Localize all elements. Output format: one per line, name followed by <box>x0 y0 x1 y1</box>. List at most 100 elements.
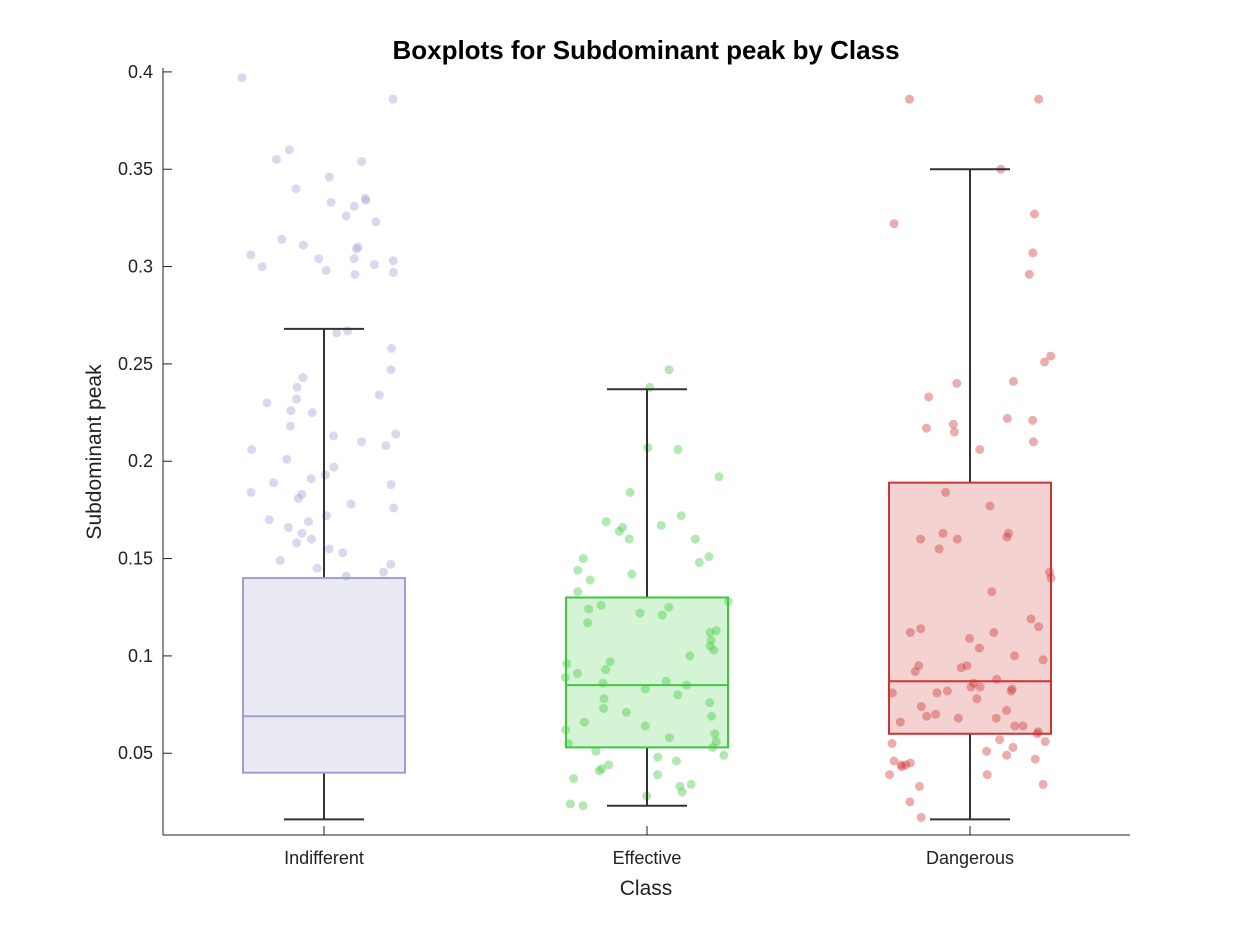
data-point-indifferent <box>351 244 361 254</box>
jitter-points <box>237 73 1056 822</box>
data-point-indifferent <box>257 262 267 272</box>
data-point-dangerous <box>1040 737 1050 747</box>
data-point-effective <box>599 703 609 713</box>
data-point-indifferent <box>272 154 282 164</box>
data-point-dangerous <box>905 797 915 807</box>
data-point-indifferent <box>329 462 339 472</box>
data-point-indifferent <box>306 474 316 484</box>
axes: 0.05 0.1 0.15 0.2 0.25 0.3 0.35 0.4 Indifferent E… <box>118 62 1130 868</box>
data-point-effective <box>601 517 611 527</box>
data-point-dangerous <box>1008 376 1018 386</box>
y-tick-label: 0.25 <box>118 354 153 374</box>
data-point-dangerous <box>889 756 899 766</box>
data-point-effective <box>599 694 609 704</box>
data-point-dangerous <box>1002 750 1012 760</box>
data-point-indifferent <box>298 240 308 250</box>
data-point-dangerous <box>897 762 907 772</box>
data-point-indifferent <box>388 256 398 266</box>
data-point-dangerous <box>989 628 999 638</box>
data-point-effective <box>579 717 589 727</box>
data-point-indifferent <box>374 390 384 400</box>
x-tick-label-effective: Effective <box>613 848 682 868</box>
data-point-effective <box>625 487 635 497</box>
data-point-effective <box>584 604 594 614</box>
data-point-effective <box>573 587 583 597</box>
data-point-dangerous <box>1008 742 1018 752</box>
data-point-effective <box>565 799 575 809</box>
data-point-dangerous <box>901 760 911 770</box>
data-point-dangerous <box>991 713 1001 723</box>
data-point-effective <box>614 526 624 536</box>
data-point-effective <box>664 733 674 743</box>
data-point-dangerous <box>887 739 897 749</box>
data-point-effective <box>671 756 681 766</box>
data-point-dangerous <box>1040 357 1050 367</box>
data-point-dangerous <box>1028 415 1038 425</box>
data-point-dangerous <box>985 501 995 511</box>
data-point-indifferent <box>285 421 295 431</box>
data-point-effective <box>705 641 715 651</box>
data-point-dangerous <box>1002 532 1012 542</box>
data-point-indifferent <box>386 365 396 375</box>
data-point-indifferent <box>381 441 391 451</box>
data-point-effective <box>572 668 582 678</box>
data-point-effective <box>694 557 704 567</box>
data-point-indifferent <box>292 382 302 392</box>
data-point-dangerous <box>1028 437 1038 447</box>
data-point-dangerous <box>942 686 952 696</box>
data-point-effective <box>705 628 715 638</box>
y-tick-label: 0.2 <box>128 451 153 471</box>
data-point-dangerous <box>916 534 926 544</box>
data-point-indifferent <box>291 394 301 404</box>
data-point-dangerous <box>1010 721 1020 731</box>
data-point-dangerous <box>948 419 958 429</box>
y-tick-label: 0.3 <box>128 257 153 277</box>
data-point-indifferent <box>357 437 367 447</box>
data-point-dangerous <box>931 709 941 719</box>
data-point-effective <box>664 365 674 375</box>
data-point-dangerous <box>975 682 985 692</box>
data-point-dangerous <box>953 713 963 723</box>
data-point-indifferent <box>349 254 359 264</box>
data-point-dangerous <box>1029 209 1039 219</box>
data-point-indifferent <box>346 499 356 509</box>
data-point-dangerous <box>975 445 985 455</box>
data-point-dangerous <box>952 534 962 544</box>
data-point-indifferent <box>343 326 353 336</box>
data-point-indifferent <box>349 201 359 211</box>
data-point-dangerous <box>916 702 926 712</box>
data-point-dangerous <box>1038 655 1048 665</box>
data-point-effective <box>705 698 715 708</box>
data-point-dangerous <box>941 487 951 497</box>
data-point-indifferent <box>361 195 371 205</box>
data-point-dangerous <box>1010 651 1020 661</box>
data-point-effective <box>704 552 714 562</box>
data-point-effective <box>601 665 611 675</box>
y-tick-label: 0.1 <box>128 646 153 666</box>
box-indifferent <box>242 327 406 821</box>
data-point-indifferent <box>324 172 334 182</box>
data-point-indifferent <box>379 567 389 577</box>
data-point-effective <box>706 635 716 645</box>
data-point-indifferent <box>357 156 367 166</box>
data-point-dangerous <box>974 643 984 653</box>
data-point-dangerous <box>1026 614 1036 624</box>
data-point-effective <box>578 801 588 811</box>
data-point-indifferent <box>286 406 296 416</box>
data-point-effective <box>635 608 645 618</box>
data-point-dangerous <box>916 812 926 822</box>
data-point-effective <box>653 752 663 762</box>
data-point-indifferent <box>338 548 348 558</box>
y-tick-label: 0.15 <box>118 549 153 569</box>
chart-title: Boxplots for Subdominant peak by Class <box>392 35 899 65</box>
data-point-effective <box>591 746 601 756</box>
data-point-dangerous <box>904 94 914 104</box>
data-point-indifferent <box>237 73 247 83</box>
data-point-dangerous <box>924 392 934 402</box>
data-point-indifferent <box>307 534 317 544</box>
x-tick-label-dangerous: Dangerous <box>926 848 1014 868</box>
data-point-effective <box>677 787 687 797</box>
x-axis-label: Class <box>620 877 673 900</box>
data-point-indifferent <box>291 184 301 194</box>
data-point-dangerous <box>889 219 899 229</box>
